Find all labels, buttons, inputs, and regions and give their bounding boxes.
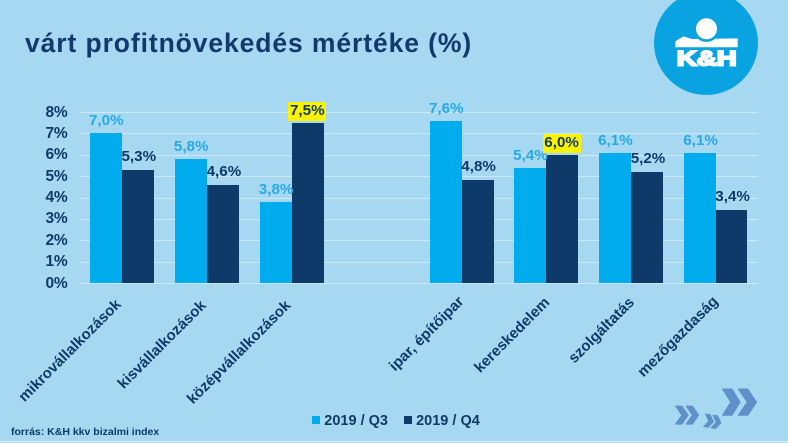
svg-text:K&H: K&H — [677, 47, 737, 71]
